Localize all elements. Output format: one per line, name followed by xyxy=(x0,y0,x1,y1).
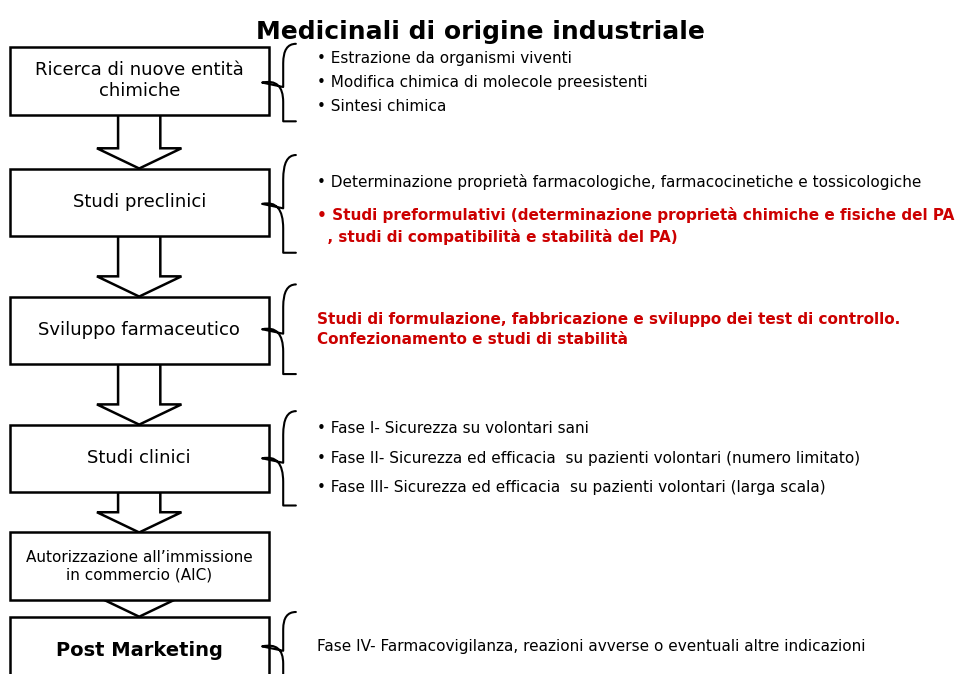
Text: • Studi preformulativi (determinazione proprietà chimiche e fisiche del PA
  , s: • Studi preformulativi (determinazione p… xyxy=(317,208,954,245)
Text: Autorizzazione all’immissione
in commercio (AIC): Autorizzazione all’immissione in commerc… xyxy=(26,550,252,582)
Text: • Estrazione da organismi viventi: • Estrazione da organismi viventi xyxy=(317,51,571,66)
Text: • Sintesi chimica: • Sintesi chimica xyxy=(317,99,446,115)
Text: Studi clinici: Studi clinici xyxy=(87,450,191,467)
Text: • Fase II- Sicurezza ed efficacia  su pazienti volontari (numero limitato): • Fase II- Sicurezza ed efficacia su paz… xyxy=(317,451,860,466)
FancyBboxPatch shape xyxy=(10,617,269,674)
FancyBboxPatch shape xyxy=(10,532,269,600)
Text: Studi di formulazione, fabbricazione e sviluppo dei test di controllo.
Confezion: Studi di formulazione, fabbricazione e s… xyxy=(317,312,900,346)
Text: Medicinali di origine industriale: Medicinali di origine industriale xyxy=(255,20,705,44)
Text: Fase IV- Farmacovigilanza, reazioni avverse o eventuali altre indicazioni: Fase IV- Farmacovigilanza, reazioni avve… xyxy=(317,639,865,654)
FancyBboxPatch shape xyxy=(10,168,269,236)
Text: • Fase III- Sicurezza ed efficacia  su pazienti volontari (larga scala): • Fase III- Sicurezza ed efficacia su pa… xyxy=(317,481,826,495)
Text: Ricerca di nuove entità
chimiche: Ricerca di nuove entità chimiche xyxy=(35,61,244,100)
FancyBboxPatch shape xyxy=(10,47,269,115)
Text: • Modifica chimica di molecole preesistenti: • Modifica chimica di molecole preesiste… xyxy=(317,75,647,90)
FancyBboxPatch shape xyxy=(10,297,269,364)
Text: Studi preclinici: Studi preclinici xyxy=(73,193,205,211)
FancyBboxPatch shape xyxy=(10,425,269,492)
Text: Post Marketing: Post Marketing xyxy=(56,641,223,660)
Text: • Fase I- Sicurezza su volontari sani: • Fase I- Sicurezza su volontari sani xyxy=(317,421,588,436)
Polygon shape xyxy=(97,115,181,168)
Polygon shape xyxy=(97,492,181,532)
Polygon shape xyxy=(97,364,181,425)
Text: • Determinazione proprietà farmacologiche, farmacocinetiche e tossicologiche: • Determinazione proprietà farmacologich… xyxy=(317,174,922,189)
Polygon shape xyxy=(97,596,181,617)
Text: Sviluppo farmaceutico: Sviluppo farmaceutico xyxy=(38,321,240,339)
Polygon shape xyxy=(97,236,181,297)
